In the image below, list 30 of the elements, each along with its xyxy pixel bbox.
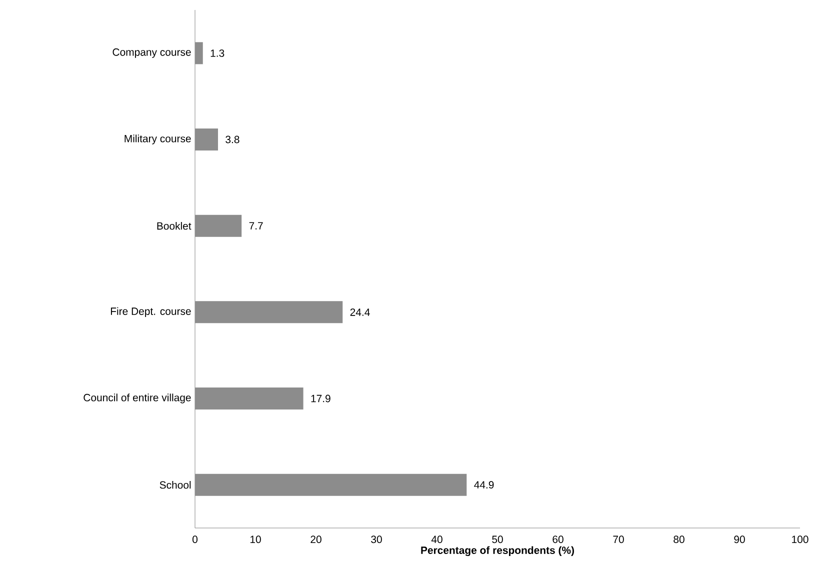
data-label: 1.3: [210, 49, 224, 57]
y-tick-label: Council of entire village: [84, 394, 191, 404]
x-tick-label: 20: [310, 536, 322, 544]
data-label: 24.4: [350, 308, 370, 316]
x-tick-label: 60: [552, 536, 564, 544]
x-axis-title: Percentage of respondents (%): [421, 546, 574, 556]
x-tick-label: 30: [371, 536, 382, 544]
data-label: 17.9: [311, 394, 330, 402]
bar: [195, 42, 203, 64]
y-tick-label: Booklet: [157, 222, 192, 230]
y-tick-label: Military course: [124, 134, 191, 144]
x-tick-label: 40: [431, 536, 442, 544]
data-label: 7.7: [249, 222, 263, 230]
data-label: 3.8: [226, 136, 240, 144]
bar: [195, 214, 242, 237]
x-tick-label: 90: [734, 536, 745, 544]
x-tick-label: 0: [192, 536, 198, 544]
y-tick-label: Fire Dept. course: [110, 307, 191, 318]
x-tick-label: 50: [492, 536, 503, 544]
x-tick-label: 10: [250, 536, 261, 544]
bar: [195, 128, 218, 150]
bar: [195, 301, 343, 324]
x-tick-label: 70: [613, 536, 624, 544]
bar: [195, 474, 467, 496]
y-tick-label: School: [160, 480, 191, 489]
y-tick-label: Company course: [112, 48, 191, 58]
x-tick-label: 80: [674, 536, 684, 544]
x-tick-label: 100: [792, 536, 808, 544]
bar: [195, 387, 304, 410]
data-label: 44.9: [474, 481, 494, 489]
